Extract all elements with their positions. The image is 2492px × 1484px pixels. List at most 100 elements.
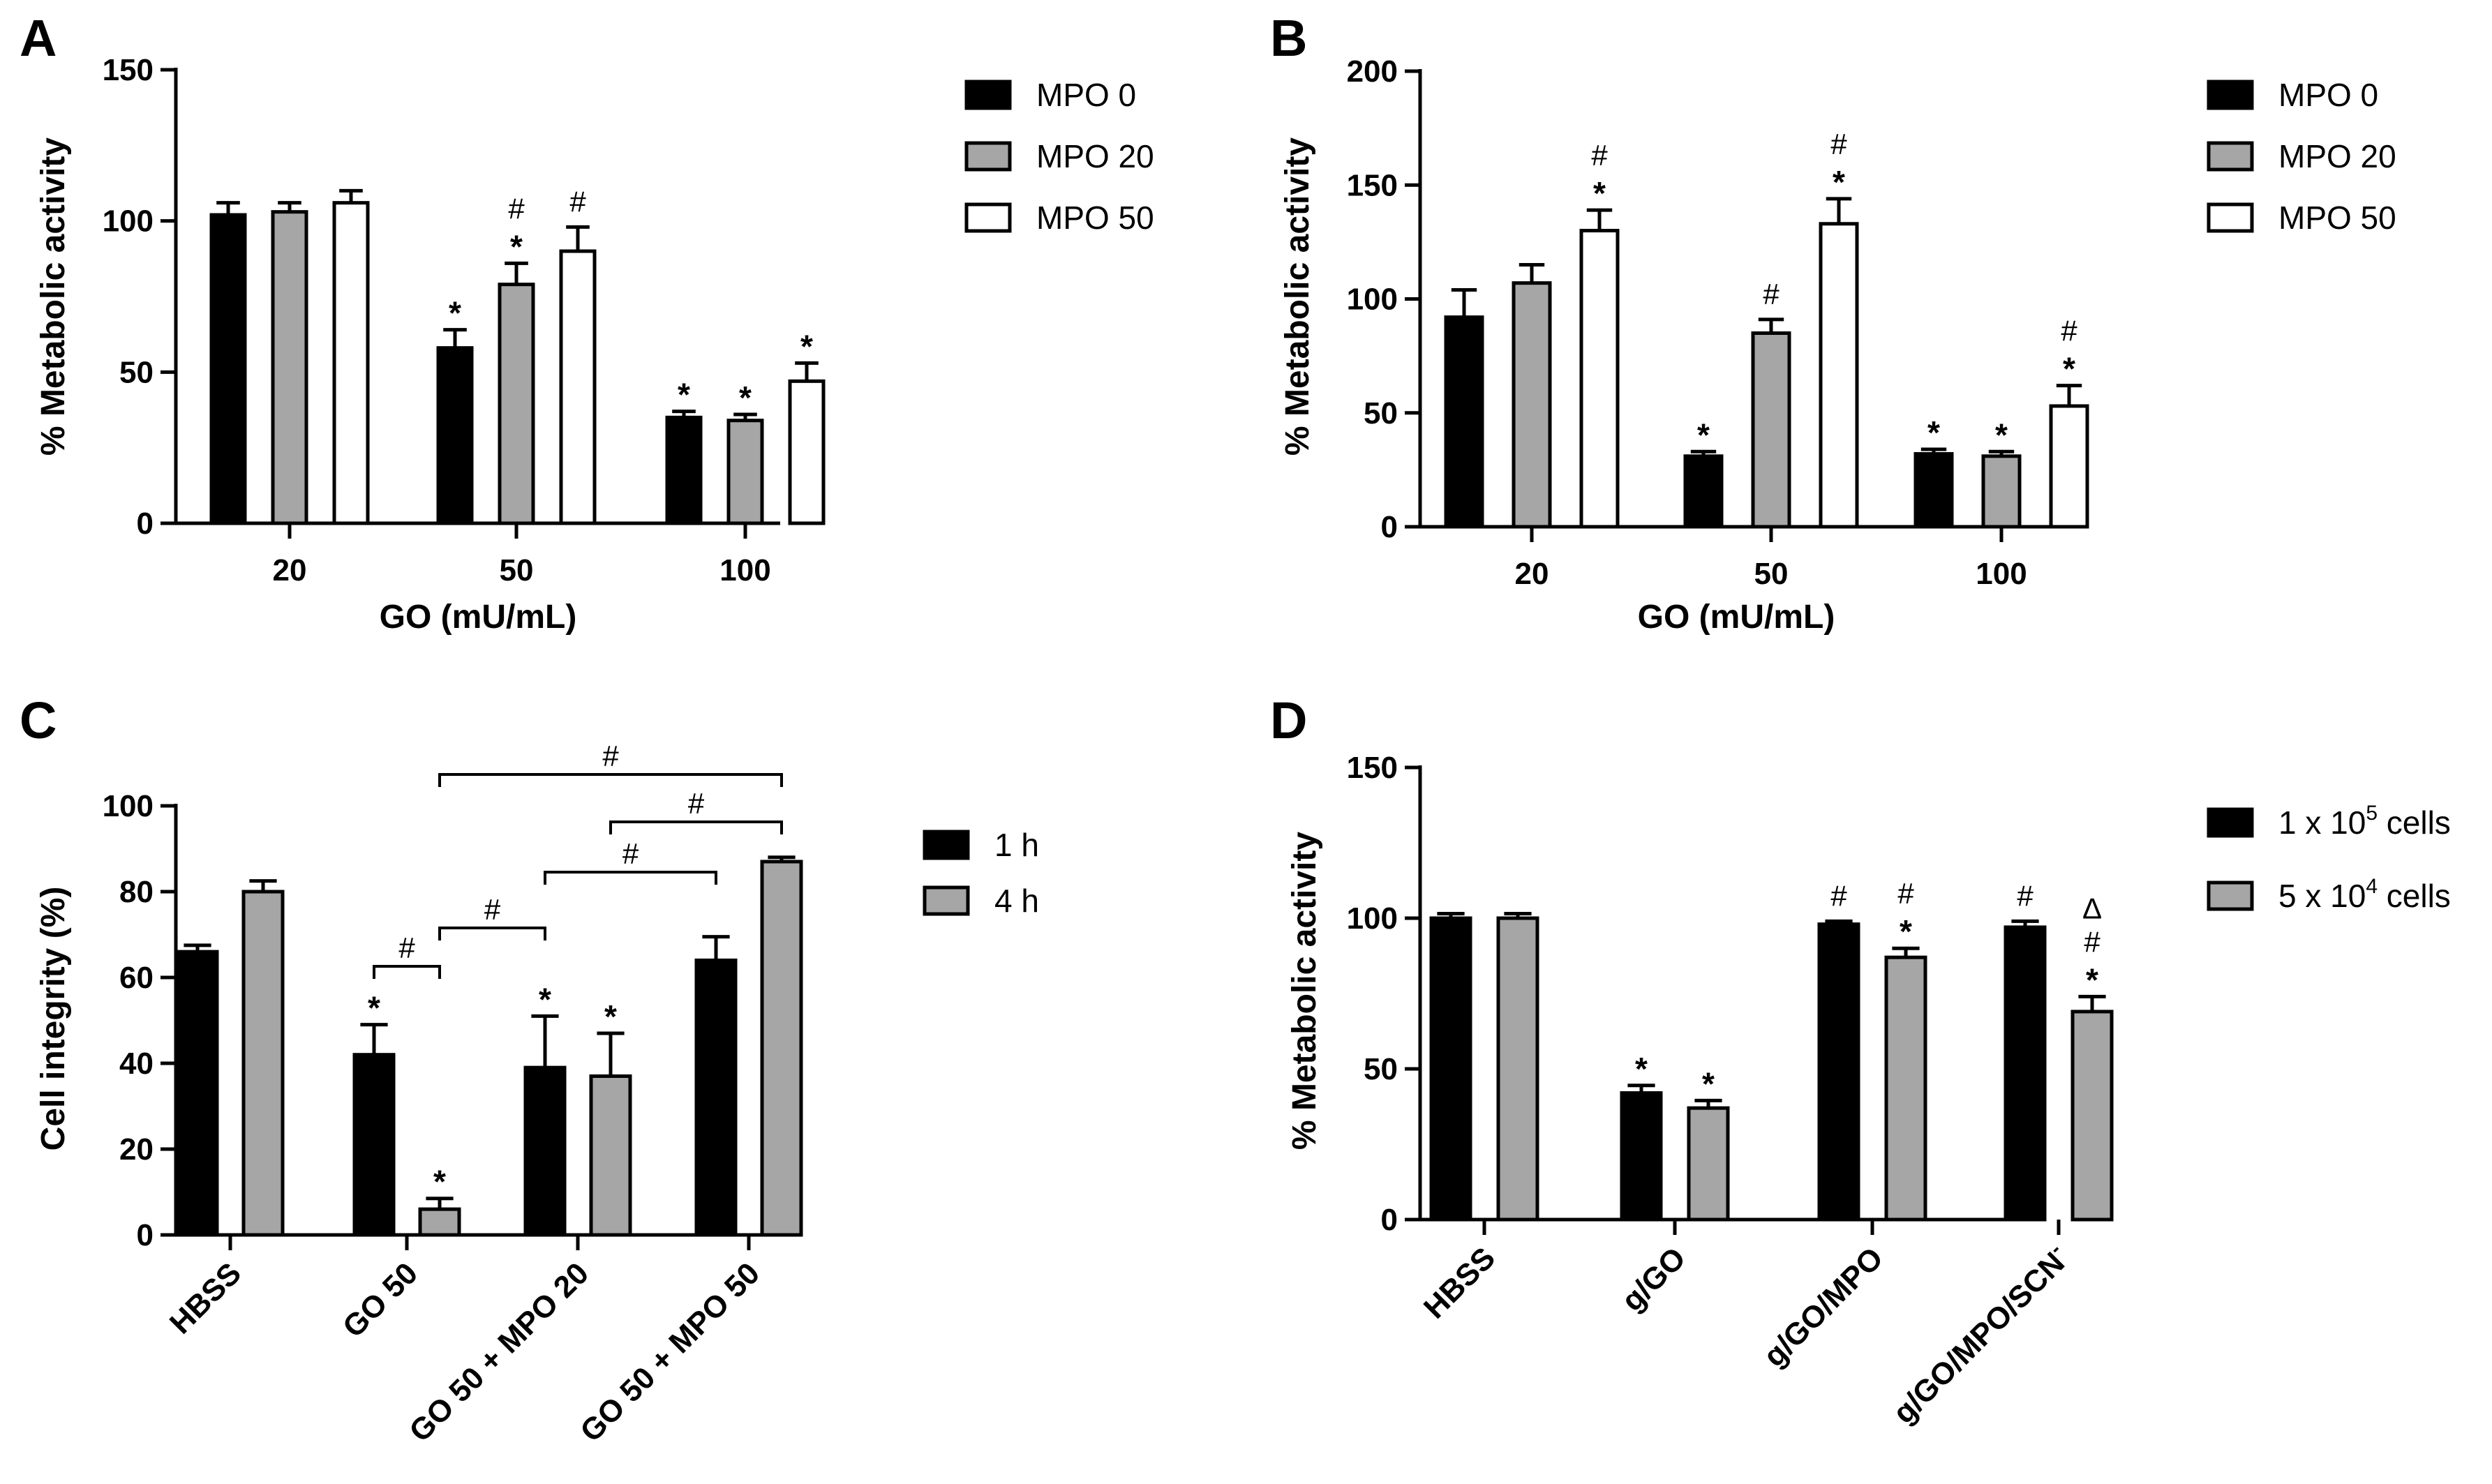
bar-mpo-50-100	[788, 379, 826, 525]
x-tick-label: g/GO/MPO/SCN-	[1884, 1238, 2076, 1430]
x-tick-label: 50	[1754, 557, 1789, 591]
bar-1-x-10-g-go	[1620, 1091, 1663, 1222]
legend-label-text: MPO 20	[2278, 138, 2396, 174]
significance-hash: #	[569, 185, 586, 218]
legend: 1 h 4 h	[923, 827, 1039, 919]
bar-1-h-hbss	[176, 950, 219, 1237]
legend-label: 1 h	[994, 827, 1039, 863]
panel-d: D 0 50 100 150 % Metabolic activity HBSS g/GO g/…	[1270, 691, 2451, 1430]
bar-mpo-20-100	[1981, 454, 2022, 529]
significance-star: *	[1702, 1065, 1715, 1102]
bar-5-x-10-g-go-mpo-scn	[2071, 1010, 2114, 1222]
significance-star: *	[368, 990, 380, 1026]
bar-mpo-50-50	[1819, 222, 1859, 529]
y-axis-title: Cell integrity (%)	[35, 887, 72, 1151]
legend-swatch	[923, 885, 970, 916]
significance-star: *	[1697, 417, 1710, 453]
comparison-label: #	[688, 787, 705, 820]
x-tick-label: g/GO/MPO	[1757, 1241, 1890, 1373]
bar-mpo-20-100	[726, 419, 764, 525]
comparison-bracket	[609, 820, 783, 834]
x-axis-title: GO (mU/mL)	[1638, 599, 1835, 636]
x-tick-label-text: g/GO/MPO	[1757, 1241, 1890, 1373]
y-tick-label: 100	[1347, 283, 1398, 317]
significance-star: *	[1635, 1051, 1648, 1087]
significance-star: *	[604, 998, 617, 1035]
panel-b: B 0 50 100 150 200 % Metabolic activity GO (mU/…	[1270, 9, 2396, 636]
legend-swatch	[2207, 141, 2254, 172]
y-axis-title: % Metabolic activity	[1279, 137, 1316, 456]
significance-hash: #	[1897, 877, 1914, 910]
comparison-bracket	[373, 965, 441, 979]
significance-star: *	[739, 380, 752, 416]
legend-swatch	[964, 202, 1012, 233]
significance-star: *	[539, 981, 551, 1017]
legend-label: MPO 50	[1036, 200, 1154, 236]
bar-mpo-0-50	[436, 346, 474, 525]
legend-label: MPO 50	[2278, 200, 2396, 236]
legend-swatch	[964, 80, 1012, 110]
panel-letter: C	[20, 691, 57, 749]
bar-mpo-0-100	[665, 415, 703, 525]
bar-mpo-50-50	[559, 249, 597, 525]
bar-mpo-0-100	[1913, 452, 1954, 529]
legend-label-superscript: 4	[2366, 875, 2378, 898]
x-tick-label: g/GO	[1615, 1241, 1692, 1318]
x-tick-label: GO 50 + MPO 20	[403, 1256, 595, 1448]
x-tick-label-text: GO 50	[336, 1256, 424, 1344]
x-tick-label: 100	[719, 553, 770, 587]
comparison-label: #	[622, 837, 639, 870]
y-tick-label: 0	[137, 507, 154, 541]
y-tick-label: 100	[103, 204, 154, 239]
significance-hash: #	[1830, 879, 1847, 912]
bar-mpo-0-20	[1444, 315, 1484, 529]
significance-star: *	[1995, 417, 2008, 453]
y-tick-label: 150	[1347, 168, 1398, 202]
legend-label-text: 5 x 10	[2278, 878, 2366, 914]
x-tick-label: GO 50	[336, 1256, 424, 1344]
legend-label-tail: cells	[2378, 878, 2451, 914]
bar-5-x-10-g-go-mpo	[1884, 955, 1927, 1222]
x-tick-label: 100	[1976, 557, 2027, 591]
legend-label: MPO 0	[1036, 77, 1136, 113]
panel-letter: B	[1270, 9, 1307, 67]
x-tick-label-text: GO 50 + MPO 50	[574, 1256, 766, 1448]
bar-mpo-0-20	[209, 213, 247, 525]
y-axis-title: % Metabolic activity	[35, 137, 72, 456]
panel-letter: D	[1270, 691, 1307, 749]
legend-swatch	[2207, 80, 2254, 110]
bar-1-h-go-50-mpo-50	[694, 958, 738, 1237]
bar-4-h-go-50-mpo-50	[760, 860, 803, 1237]
y-tick-label: 100	[1347, 901, 1398, 936]
legend-label-text: MPO 50	[2278, 200, 2396, 236]
significance-star: *	[1900, 913, 1912, 950]
x-tick-label-text: g/GO/MPO/SCN	[1886, 1245, 2071, 1430]
significance-star: *	[433, 1164, 446, 1200]
legend-label-text: MPO 0	[2278, 77, 2378, 113]
significance-hash: #	[2084, 925, 2101, 958]
significance-delta: Δ	[2082, 892, 2102, 924]
y-tick-label: 100	[103, 789, 154, 823]
legend-label-superscript: 5	[2366, 802, 2378, 825]
y-tick-label: 50	[1364, 396, 1398, 430]
y-tick-label: 40	[119, 1047, 154, 1081]
significance-hash: #	[2061, 315, 2077, 347]
comparison-bracket	[438, 773, 783, 787]
bar-mpo-20-20	[271, 210, 308, 525]
significance-hash: #	[1763, 278, 1780, 310]
significance-hash: #	[508, 192, 525, 225]
bar-4-h-go-50-mpo-20	[589, 1074, 632, 1237]
bar-5-x-10-g-go	[1687, 1106, 1730, 1222]
bar-5-x-10-hbss	[1496, 916, 1539, 1222]
y-tick-label: 20	[119, 1132, 154, 1167]
legend-swatch	[923, 830, 970, 860]
y-tick-label: 50	[119, 355, 154, 389]
x-tick-label-text: g/GO	[1615, 1241, 1692, 1318]
legend-label: MPO 0	[2278, 77, 2378, 113]
x-tick-label: GO 50 + MPO 50	[574, 1256, 766, 1448]
x-axis-title: GO (mU/mL)	[380, 599, 577, 636]
bar-mpo-50-100	[2049, 404, 2089, 529]
bar-1-h-go-50	[352, 1053, 396, 1237]
comparison-label: #	[484, 893, 501, 926]
legend-swatch	[2207, 880, 2254, 911]
